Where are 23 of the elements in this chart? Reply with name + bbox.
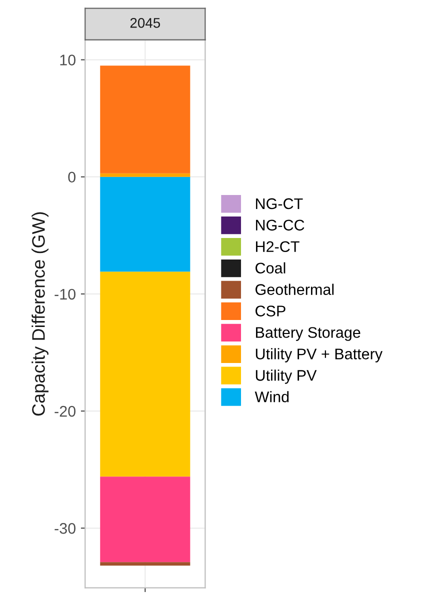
bar	[100, 66, 190, 174]
legend-label: H2-CT	[256, 241, 300, 252]
y-tick-label: 0	[68, 172, 76, 183]
legend-label: Utility PV	[256, 370, 317, 384]
chart-title: 2045	[130, 18, 160, 28]
y-tick-label: -10	[54, 288, 76, 300]
y-tick-label: -30	[54, 523, 76, 534]
legend-label: Geothermal	[256, 284, 334, 295]
bar	[100, 562, 190, 566]
legend-label: Utility PV + Battery	[256, 348, 383, 362]
bar	[100, 272, 190, 477]
legend-label: Coal	[256, 262, 286, 274]
y-tick-label: 10	[60, 54, 76, 66]
legend-label: NG-CT	[256, 198, 303, 210]
legend-label: CSP	[256, 306, 286, 316]
y-axis-title: Capacity Difference (GW)	[32, 212, 48, 416]
bar	[100, 176, 190, 272]
y-tick-label: -20	[54, 406, 76, 417]
legend-label: NG-CC	[256, 220, 304, 231]
legend-label: Battery Storage	[256, 327, 360, 341]
bar	[100, 173, 190, 177]
legend-label: Wind	[254, 391, 289, 402]
bar	[100, 476, 190, 562]
